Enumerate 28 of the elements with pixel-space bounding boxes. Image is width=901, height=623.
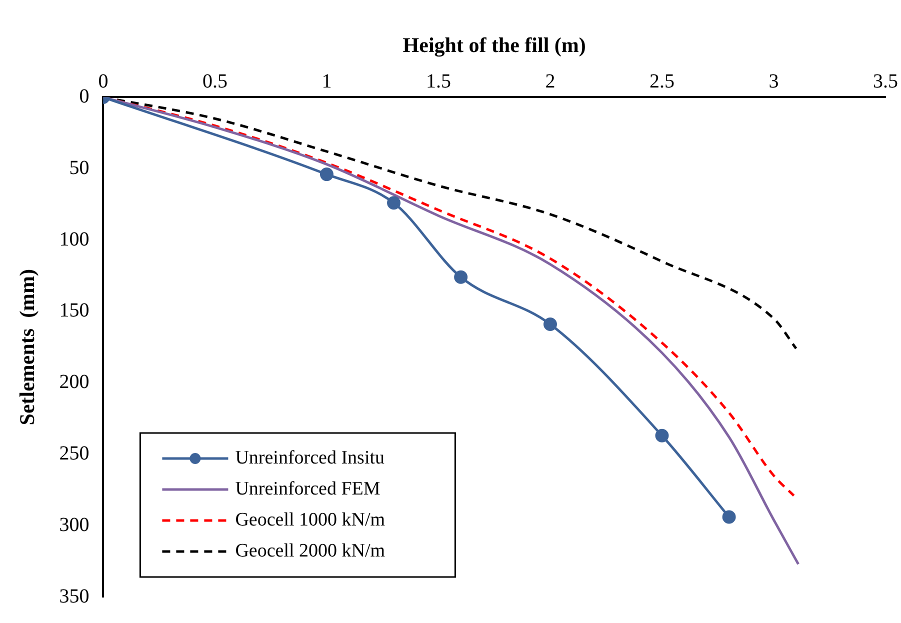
y-tick-label: 150 (59, 300, 90, 322)
x-tick-label: 3.5 (873, 70, 898, 92)
y-tick-label: 100 (59, 228, 90, 250)
legend-label: Geocell 2000 kN/m (235, 540, 386, 562)
x-tick-label: 2.5 (649, 70, 674, 92)
point (655, 428, 669, 442)
point (320, 168, 334, 182)
y-axis-title: Setlements (mm) (15, 268, 40, 426)
x-axis-title: Height of the fill (m) (402, 33, 586, 58)
point (722, 510, 736, 524)
x-tick-label: 1 (322, 70, 332, 92)
y-tick-label: 350 (59, 585, 90, 608)
x-tick-label: 0 (98, 70, 108, 92)
x-tick-label: 1.5 (426, 70, 451, 92)
x-tick-label: 2 (545, 70, 556, 92)
x-tick-label: 3 (768, 70, 779, 92)
legend-label: Geocell 1000 kN/m (235, 509, 386, 530)
legend-label: Unreinforced FEM (235, 478, 380, 500)
y-tick-label: 0 (79, 85, 90, 108)
y-tick-label: 50 (69, 156, 90, 179)
y-tick-label: 250 (59, 442, 90, 464)
point (543, 318, 557, 331)
x-tick-label: 0.5 (202, 70, 228, 92)
y-tick-label: 300 (59, 514, 90, 536)
point (387, 196, 401, 210)
legend-label: Unreinforced Insitu (235, 447, 386, 468)
point (454, 270, 468, 284)
y-tick-label: 200 (59, 371, 90, 394)
